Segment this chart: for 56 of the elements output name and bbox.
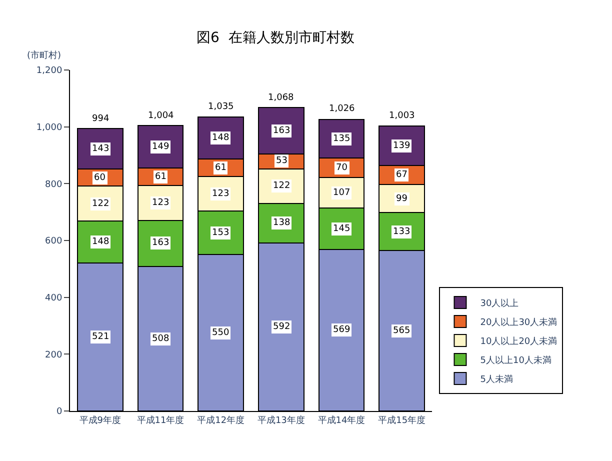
data-label: 163 [152,238,170,248]
y-tick-label: 1,000 [36,122,62,133]
y-tick-label: 600 [45,236,62,247]
data-label: 67 [396,170,408,180]
total-label: 1,003 [389,111,415,121]
legend-label: 5人以上10人未満 [480,354,552,366]
data-label: 508 [152,334,170,344]
x-tick-label: 平成11年度 [136,414,184,426]
legend-label: 20人以上30人未満 [480,316,558,328]
data-label: 139 [393,141,410,151]
x-tick-label: 平成12年度 [197,414,245,426]
data-label: 135 [333,134,350,144]
data-label: 99 [396,194,408,204]
legend-label: 5人未満 [480,374,513,385]
data-label: 61 [155,172,166,182]
data-label: 592 [273,322,290,332]
data-label: 61 [215,163,226,173]
data-label: 53 [276,156,288,166]
chart-title: 図6 在籍人数別市町村数 [196,30,354,46]
x-tick-label: 平成14年度 [318,414,366,426]
data-label: 145 [333,224,350,234]
y-tick-label: 400 [45,293,62,304]
data-label: 70 [336,163,348,173]
total-label: 1,035 [208,102,234,112]
data-label: 60 [94,173,106,183]
y-tick-label: 800 [45,180,62,190]
total-label: 1,068 [268,93,294,103]
total-label: 994 [92,114,110,124]
legend-label: 10人以上20人未満 [480,336,558,347]
data-label: 123 [152,198,170,208]
data-label: 107 [333,188,350,198]
total-label: 1,026 [329,104,356,114]
y-tick-label: 0 [56,407,62,418]
data-label: 149 [152,142,170,152]
data-label: 521 [92,332,110,342]
data-label: 163 [273,126,290,136]
data-label: 138 [273,218,290,228]
y-tick-label: 1,200 [36,66,62,76]
data-label: 123 [212,189,230,199]
x-tick-label: 平成15年度 [378,414,426,426]
total-label: 1,004 [148,111,174,121]
data-label: 122 [273,181,290,191]
data-label: 569 [333,325,350,335]
data-label: 565 [393,326,410,336]
legend-label: 30人以上 [480,298,519,309]
data-label: 153 [212,228,230,238]
data-label: 148 [92,237,110,247]
data-label: 122 [92,199,110,209]
y-axis-title: (市町村) [27,50,62,61]
data-label: 148 [212,133,230,143]
y-tick-label: 200 [45,350,62,360]
x-tick-label: 平成13年度 [257,414,305,426]
data-label: 133 [393,227,410,237]
data-label: 550 [212,328,230,338]
data-label: 143 [92,144,110,154]
x-tick-label: 平成9年度 [79,414,122,426]
